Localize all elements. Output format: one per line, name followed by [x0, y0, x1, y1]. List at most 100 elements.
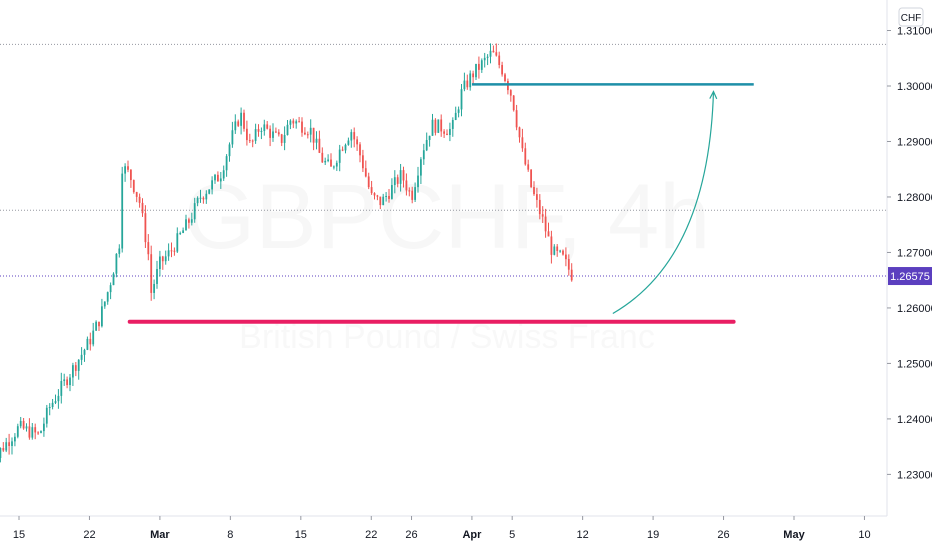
- candle-down: [144, 213, 147, 243]
- candle-up: [234, 121, 237, 131]
- currency-badge[interactable]: CHF: [898, 7, 924, 27]
- x-tick-label: 10: [858, 529, 870, 541]
- drawings[interactable]: [127, 83, 754, 324]
- x-tick-label: 8: [227, 529, 233, 541]
- candle-up: [286, 124, 289, 136]
- candle-down: [251, 140, 254, 142]
- candle-up: [86, 338, 89, 350]
- candle-down: [405, 180, 408, 191]
- x-tick-label: 12: [577, 529, 589, 541]
- candle-up: [231, 130, 234, 145]
- y-tick-label: 1.25000: [897, 358, 932, 370]
- y-tick-label: 1.28000: [897, 192, 932, 204]
- candle-down: [312, 127, 315, 143]
- candle-down: [243, 112, 245, 129]
- candle-down: [306, 134, 309, 136]
- candle-down: [556, 246, 559, 251]
- candle-up: [414, 187, 417, 200]
- candle-down: [2, 448, 5, 451]
- candle-down: [547, 231, 550, 237]
- candle-up: [63, 379, 66, 382]
- candle-down: [501, 64, 504, 75]
- candle-down: [533, 187, 535, 195]
- candle-down: [434, 119, 437, 133]
- candle-down: [411, 190, 414, 200]
- candle-up: [72, 365, 74, 378]
- x-tick-label: 5: [509, 529, 515, 541]
- candle-up: [222, 170, 225, 179]
- candle-up: [167, 250, 170, 257]
- candle-down: [367, 176, 370, 188]
- y-tick-label: 1.24000: [897, 414, 932, 426]
- candle-up: [391, 185, 393, 199]
- time-axis[interactable]: 15 22 Mar 8 15 22 26 Apr 5 12 19 26 May 10: [13, 516, 871, 541]
- candle-down: [466, 80, 469, 88]
- candle-up: [69, 377, 71, 386]
- candle-up: [263, 124, 266, 131]
- candle-down: [536, 194, 538, 200]
- candle-down: [446, 133, 448, 135]
- candle-up: [40, 431, 42, 433]
- candle-down: [98, 321, 100, 327]
- candle-up: [327, 159, 330, 161]
- candle-up: [454, 112, 457, 120]
- candle-down: [373, 193, 376, 196]
- candle-up: [219, 178, 222, 182]
- candle-down: [443, 131, 446, 134]
- candle-down: [362, 155, 364, 169]
- candle-up: [214, 174, 216, 181]
- candle-up: [109, 285, 112, 293]
- x-tick-label: 15: [295, 529, 307, 541]
- candle-up: [344, 144, 347, 151]
- candle-up: [417, 175, 419, 188]
- x-tick-label: Apr: [462, 529, 482, 541]
- y-tick-label: 1.31000: [897, 26, 932, 38]
- candle-down: [257, 129, 260, 132]
- candle-down: [37, 432, 40, 434]
- candle-up: [350, 132, 353, 141]
- candle-up: [393, 177, 396, 186]
- candle-up: [309, 127, 312, 135]
- candle-up: [486, 56, 489, 58]
- candle-up: [101, 306, 103, 327]
- candle-down: [376, 195, 379, 197]
- x-tick-label: May: [783, 529, 805, 541]
- y-tick-label: 1.27000: [897, 247, 932, 259]
- candle-up: [463, 80, 466, 90]
- candle-down: [570, 269, 573, 281]
- projection-arrow[interactable]: [612, 91, 715, 315]
- candle-up: [382, 196, 385, 206]
- candle-down: [141, 202, 144, 214]
- candle-down: [318, 138, 321, 153]
- x-tick-label: 22: [83, 529, 95, 541]
- candle-up: [124, 166, 127, 174]
- candle-down: [130, 169, 132, 181]
- candle-down: [22, 420, 25, 429]
- candle-up: [80, 354, 83, 360]
- candle-down: [330, 159, 332, 167]
- candle-up: [164, 256, 167, 262]
- candle-down: [246, 128, 248, 141]
- candle-up: [483, 57, 486, 61]
- candle-up: [469, 73, 472, 88]
- candle-up: [11, 441, 13, 446]
- candle-down: [512, 95, 515, 111]
- price-levels: [0, 43, 887, 277]
- candle-up: [428, 135, 431, 140]
- x-tick-label: 15: [13, 529, 25, 541]
- x-tick-label: Mar: [150, 529, 170, 541]
- candle-down: [89, 338, 92, 345]
- candle-up: [185, 219, 187, 231]
- candle-down: [135, 192, 138, 197]
- candle-up: [254, 129, 257, 141]
- candle-down: [237, 121, 240, 126]
- candle-up: [295, 121, 298, 124]
- price-axis[interactable]: 1.31000 1.30000 1.29000 1.28000 1.27000 1.260…: [887, 26, 932, 482]
- candle-down: [356, 139, 359, 145]
- last-price-marker: 1.26575: [888, 267, 932, 286]
- candle-down: [567, 259, 570, 270]
- candle-up: [121, 173, 124, 249]
- candle-down: [388, 195, 390, 199]
- candle-down: [359, 144, 361, 156]
